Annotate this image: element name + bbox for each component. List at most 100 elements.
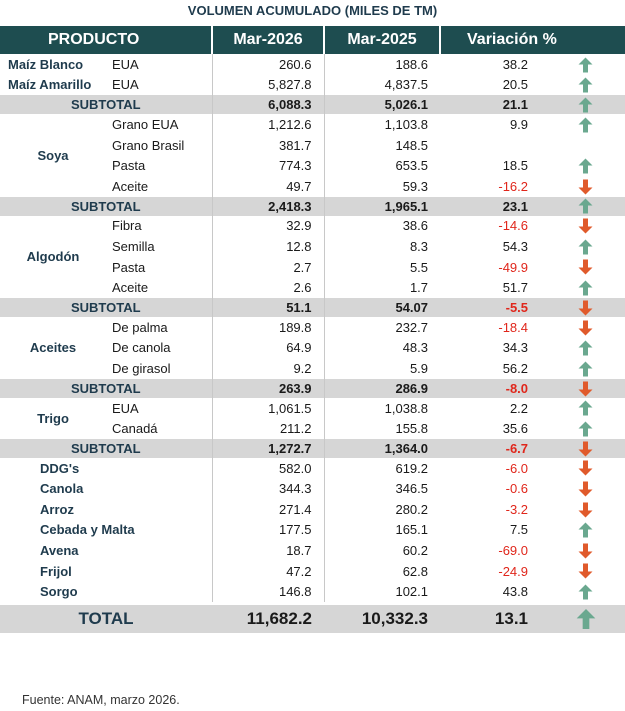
value-2026: 344.3: [211, 478, 325, 500]
arrow-down-icon: [578, 543, 593, 559]
header-variacion: Variación %: [440, 26, 625, 54]
variation: -14.6: [498, 218, 529, 234]
value-2026: 271.4: [211, 499, 325, 520]
arrow-up-icon: [546, 338, 625, 359]
table-row: Frijol 47.2 62.8 -24.9: [0, 560, 625, 582]
value-2026: 2.7: [211, 256, 325, 278]
subtotal-label: SUBTOTAL: [0, 196, 213, 216]
value-2026: 381.7: [211, 134, 325, 156]
value-2025: 619.2: [323, 457, 441, 479]
value-2025: 5.9: [323, 358, 441, 379]
value-2025: 1,103.8: [323, 114, 441, 135]
variation: -3.2: [505, 501, 529, 517]
arrow-up-icon: [578, 340, 593, 356]
total-variation: 13.1: [440, 605, 547, 634]
variation: 35.6: [502, 421, 529, 437]
product-label: Maíz Amarillo: [8, 77, 92, 93]
variation: 54.3: [502, 238, 529, 254]
item-label: Grano EUA: [112, 116, 179, 132]
value-2026: 64.9: [211, 337, 325, 359]
arrow-down-icon: [578, 300, 593, 316]
value-2025: 102.1: [323, 581, 441, 603]
value-2026: 12.8: [211, 236, 325, 257]
product-label: Canola: [40, 481, 84, 497]
product-label: Aceites: [29, 340, 77, 356]
value-2026: 18.7: [211, 540, 325, 561]
table-row: Canadá 211.2 155.8 35.6: [0, 418, 625, 439]
trend-cell: [546, 135, 625, 156]
product-label: Arroz: [40, 501, 74, 517]
variation: 56.2: [502, 360, 529, 376]
value-2026: 9.2: [211, 358, 325, 379]
value-2026: 774.3: [211, 155, 325, 176]
arrow-up-icon: [578, 280, 593, 296]
value-2026: 51.1: [211, 297, 325, 317]
arrow-up-icon: [578, 421, 593, 437]
value-2026: 263.9: [211, 378, 325, 398]
variation: -49.9: [498, 259, 529, 275]
header-mar-2026: Mar-2026: [212, 26, 326, 54]
header-row: PRODUCTO Mar-2026 Mar-2025 Variación %: [0, 26, 625, 54]
variation: 51.7: [502, 280, 529, 296]
subtotal-label: SUBTOTAL: [0, 297, 213, 317]
arrow-up-icon: [546, 114, 625, 135]
variation: -18.4: [498, 319, 529, 335]
arrow-down-icon: [546, 216, 625, 237]
variation: -5.5: [440, 297, 547, 317]
variation: 38.2: [502, 56, 529, 72]
value-2026: 1,212.6: [211, 114, 325, 135]
table-row: Maíz Blanco EUA 260.6 188.6 38.2: [0, 54, 625, 75]
product-label: Avena: [40, 543, 79, 559]
arrow-down-icon: [578, 460, 593, 476]
total-2025: 10,332.3: [324, 605, 441, 634]
arrow-down-icon: [546, 297, 625, 317]
value-2025: 653.5: [323, 155, 441, 176]
value-2026: 2.6: [211, 277, 325, 298]
item-label: Fibra: [112, 218, 142, 234]
value-2025: 1,038.8: [323, 397, 441, 419]
product-label: Algodón: [26, 249, 80, 265]
variation: [440, 135, 546, 156]
value-2025: 280.2: [323, 499, 441, 520]
subtotal-row: SUBTOTAL 1,272.7 1,364.0 -6.7: [0, 438, 625, 458]
arrow-down-icon: [578, 381, 593, 396]
value-2025: 346.5: [323, 478, 441, 500]
table-row: Grano Brasil 381.7 148.5: [0, 134, 625, 156]
arrow-up-icon: [546, 398, 625, 419]
item-label: Aceite: [112, 280, 149, 296]
variation: -6.7: [440, 438, 547, 458]
value-2025: 5.5: [323, 256, 441, 278]
arrow-down-icon: [578, 218, 593, 234]
arrow-up-icon: [578, 239, 593, 255]
arrow-down-icon: [546, 257, 625, 278]
item-label: EUA: [112, 77, 139, 93]
value-2026: 211.2: [211, 418, 325, 439]
table-row: Algodón Fibra 32.9 38.6 -14.6: [0, 215, 625, 264]
arrow-up-icon: [546, 196, 625, 216]
arrow-up-icon: [578, 584, 593, 600]
table-row: DDG's 582.0 619.2 -6.0: [0, 457, 625, 479]
variation: -0.6: [505, 481, 529, 497]
subtotal-row: SUBTOTAL 6,088.3 5,026.1 21.1: [0, 95, 625, 115]
value-2026: 5,827.8: [211, 74, 325, 96]
arrow-up-icon: [578, 97, 593, 113]
subtotal-row: SUBTOTAL 51.1 54.07 -5.5: [0, 297, 625, 317]
value-2025: 165.1: [323, 519, 441, 541]
table-row: Cebada y Malta 177.5 165.1 7.5: [0, 519, 625, 541]
arrow-down-icon: [546, 561, 625, 582]
value-2025: 60.2: [323, 540, 441, 561]
item-label: Pasta: [112, 158, 146, 174]
arrow-up-icon: [578, 198, 593, 214]
value-2026: 32.9: [211, 215, 325, 237]
variation: 2.2: [509, 400, 529, 416]
arrow-up-icon: [578, 522, 593, 538]
total-row: TOTAL 11,682.2 10,332.3 13.1: [0, 605, 625, 634]
variation: 34.3: [502, 340, 529, 356]
table-row: Maíz Amarillo EUA 5,827.8 4,837.5 20.5: [0, 74, 625, 96]
value-2026: 189.8: [211, 316, 325, 338]
value-2026: 146.8: [211, 581, 325, 603]
product-label: DDG's: [40, 460, 80, 476]
value-2026: 260.6: [211, 54, 325, 75]
table-row: Semilla 12.8 8.3 54.3: [0, 236, 625, 257]
value-2025: 54.07: [323, 297, 441, 317]
